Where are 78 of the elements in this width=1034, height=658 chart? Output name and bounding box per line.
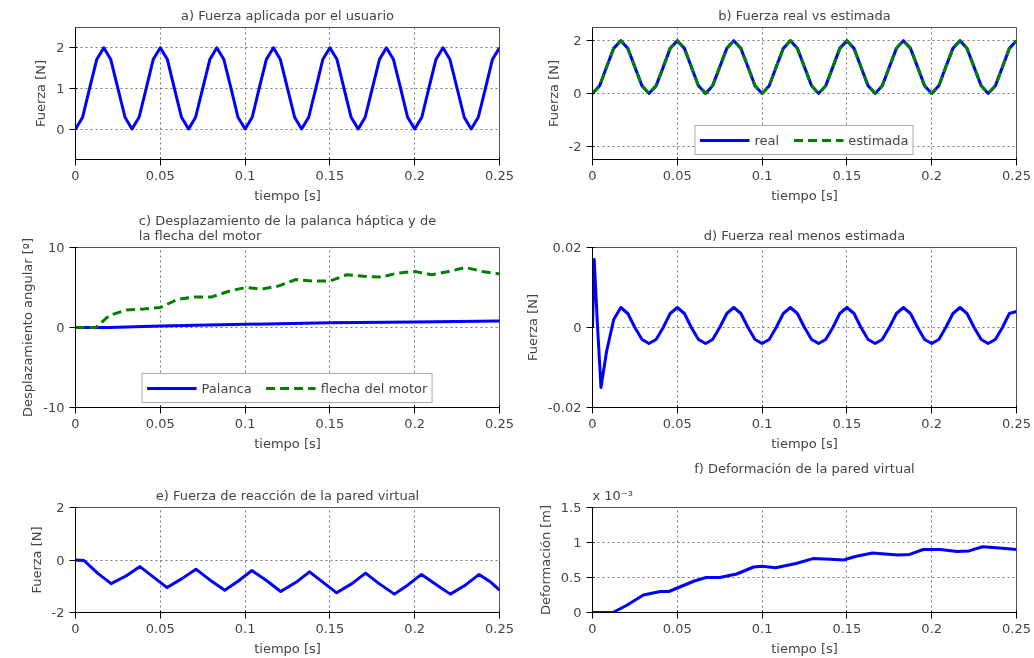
x-tick-label: 0.1 [751, 167, 773, 183]
x-tick-label: 0.25 [1002, 620, 1031, 636]
x-tick-label: 0.25 [485, 620, 514, 636]
chart-title: b) Fuerza real vs estimada [718, 7, 891, 23]
x-tick-label: 0.1 [234, 620, 256, 636]
x-tick-label: 0.05 [145, 620, 175, 636]
x-tick-label: 0.15 [315, 167, 345, 183]
x-tick-label: 0.15 [315, 620, 345, 636]
x-tick-label: 0.1 [751, 620, 773, 636]
x-tick-label: 0.2 [921, 415, 943, 431]
y-axis-title: Desplazamiento angular [º] [20, 237, 36, 418]
y-axis-title: Fuerza [N] [545, 59, 561, 128]
y-axis-title: Fuerza [N] [33, 59, 49, 128]
y-tick-label: -2 [51, 605, 65, 620]
x-tick-label: 0.2 [921, 167, 943, 183]
chart-title: e) Fuerza de reacción de la pared virtual [155, 487, 420, 503]
x-tick-label: 0.05 [662, 415, 692, 431]
chart-title: f) Deformación de la pared virtual [694, 460, 915, 476]
x-tick-label: 0.1 [234, 167, 256, 183]
x-tick-label: 0 [588, 167, 597, 183]
y-tick-label: -2 [568, 138, 582, 154]
x-tick-label: 0.25 [485, 415, 514, 431]
x-tick-label: 0 [71, 620, 80, 636]
x-tick-label: 0.15 [832, 415, 862, 431]
y-tick-label: 2 [573, 33, 582, 49]
x-tick-label: 0.15 [315, 415, 345, 431]
y-tick-label: -10 [43, 400, 65, 415]
x-tick-label: 0.2 [404, 620, 426, 636]
x-tick-label: 0.05 [145, 167, 175, 183]
x-tick-label: 0.25 [1002, 415, 1031, 431]
y-axis-title: Deformación [m] [537, 504, 553, 616]
x-tick-label: 0.05 [145, 415, 175, 431]
y-tick-label: 0.5 [560, 570, 582, 585]
x-tick-label: 0.05 [662, 167, 692, 183]
x-axis-title: tiempo [s] [254, 187, 321, 203]
x-tick-label: 0.15 [832, 620, 862, 636]
x-tick-label: 0.15 [832, 167, 862, 183]
text: x 10⁻³ [592, 487, 633, 503]
x-tick-label: 0.2 [404, 167, 426, 183]
legend-label: real [754, 132, 780, 148]
y-tick-label: 2 [56, 40, 65, 56]
y-tick-label: 0 [56, 121, 65, 137]
x-tick-label: 0.25 [1002, 167, 1031, 183]
chart-title: d) Fuerza real menos estimada [703, 227, 906, 243]
x-tick-label: 0 [588, 620, 597, 636]
x-tick-label: 0 [71, 415, 80, 431]
x-tick-label: 0 [71, 167, 80, 183]
y-tick-label: 1 [56, 80, 65, 96]
legend-label: estimada [848, 132, 909, 148]
y-tick-label: 10 [47, 240, 65, 255]
y-tick-label: 0 [56, 552, 65, 568]
x-tick-label: 0 [588, 415, 597, 431]
y-tick-label: 0 [573, 605, 582, 620]
y-axis-title: Fuerza [N] [28, 526, 44, 594]
x-tick-label: 0.2 [921, 620, 943, 636]
legend-label: Palanca [201, 380, 252, 396]
y-tick-label: 2 [56, 500, 65, 515]
x-tick-label: 0.05 [662, 620, 692, 636]
x-axis-title: tiempo [s] [254, 435, 321, 451]
legend-label: flecha del motor [320, 380, 428, 396]
x-axis-title: tiempo [s] [771, 435, 838, 451]
y-tick-label: 0 [573, 86, 582, 101]
y-tick-label: 1.5 [560, 500, 582, 515]
y-axis-title: Fuerza [N] [524, 293, 540, 362]
x-axis-title: tiempo [s] [771, 640, 838, 656]
y-tick-label: -0.02 [547, 400, 582, 415]
y-tick-label: 1 [573, 535, 582, 550]
x-axis-title: tiempo [s] [771, 187, 838, 203]
y-tick-label: 0 [573, 320, 582, 335]
x-tick-label: 0.25 [485, 167, 514, 183]
y-tick-label: 0 [56, 320, 65, 335]
x-tick-label: 0.2 [404, 415, 426, 431]
x-tick-label: 0.1 [751, 415, 773, 431]
chart-title: a) Fuerza aplicada por el usuario [181, 7, 394, 23]
x-axis-title: tiempo [s] [254, 640, 321, 656]
y-tick-label: 0.02 [552, 240, 582, 255]
chart-title: c) Desplazamiento de la palanca háptica y de la flecha del motor [138, 212, 437, 243]
x-tick-label: 0.1 [234, 415, 256, 431]
